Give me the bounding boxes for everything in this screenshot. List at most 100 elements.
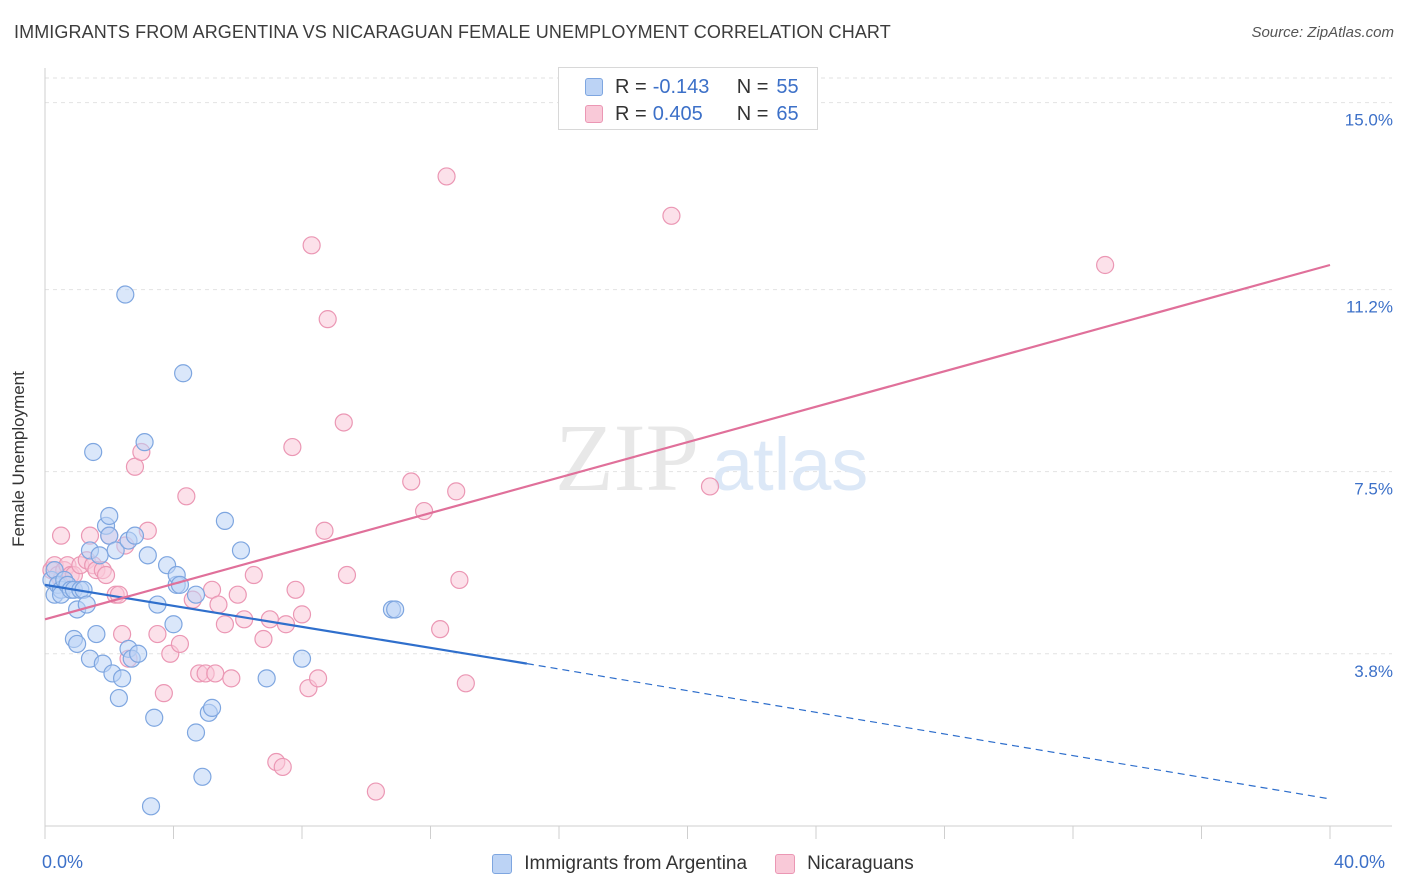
n-value: 65 — [776, 102, 799, 125]
n-label: N = — [736, 102, 769, 125]
point-nicaraguans — [450, 570, 469, 590]
point-nicaraguans — [222, 669, 241, 688]
point-argentina — [135, 433, 154, 452]
point-nicaraguans — [206, 664, 225, 683]
legend-item-argentina[interactable]: Immigrants from Argentina — [492, 853, 747, 875]
point-nicaraguans — [283, 437, 302, 457]
point-nicaraguans — [286, 580, 305, 599]
trend-line-nicaraguans — [44, 263, 1331, 621]
stats-legend-row-nicaraguans: R = 0.405 N = 65 — [585, 101, 799, 127]
y-tick-label: 15.0% — [1345, 111, 1393, 130]
axes — [44, 68, 1392, 839]
point-nicaraguans — [215, 615, 234, 634]
x-tick-label-min: 0.0% — [42, 852, 84, 872]
point-argentina — [174, 364, 193, 383]
trend-line-argentina — [44, 583, 528, 665]
point-nicaraguans — [273, 757, 292, 777]
point-argentina — [186, 723, 206, 742]
r-value: 0.405 — [652, 102, 703, 125]
point-argentina — [112, 669, 132, 688]
grid-lines — [45, 77, 1392, 655]
point-argentina — [386, 600, 405, 619]
point-nicaraguans — [700, 477, 720, 496]
point-nicaraguans — [315, 521, 334, 540]
stats-legend: R = -0.143 N = 55 R = 0.405 N = 65 — [558, 67, 818, 130]
point-nicaraguans — [662, 206, 681, 225]
point-argentina — [125, 526, 145, 545]
x-tick-label-max: 40.0% — [1334, 852, 1386, 872]
r-label: R = — [615, 102, 647, 125]
point-nicaraguans — [318, 310, 337, 329]
point-nicaraguans — [437, 167, 456, 186]
point-argentina — [109, 688, 128, 708]
point-argentina — [202, 698, 222, 717]
stats-legend-row-argentina: R = -0.143 N = 55 — [585, 74, 799, 100]
point-nicaraguans — [96, 565, 116, 585]
watermark: ZIP atlas — [555, 404, 868, 511]
source-credit: Source: ZipAtlas.com — [1251, 24, 1394, 41]
point-nicaraguans — [308, 669, 328, 688]
point-nicaraguans — [292, 605, 312, 624]
chart-title: IMMIGRANTS FROM ARGENTINA VS NICARAGUAN … — [14, 22, 891, 42]
point-nicaraguans — [1096, 255, 1115, 275]
n-label: N = — [736, 75, 769, 98]
point-argentina — [106, 541, 125, 560]
point-argentina — [231, 541, 251, 560]
point-argentina — [145, 708, 164, 727]
legend-swatch-argentina — [492, 854, 513, 874]
point-argentina — [292, 649, 312, 668]
y-tick-label: 7.5% — [1354, 480, 1393, 499]
y-tick-labels: 3.8% 7.5% 11.2% 15.0% — [1345, 111, 1393, 681]
legend-swatch-nicaraguans — [775, 854, 796, 874]
point-nicaraguans — [51, 526, 71, 545]
watermark-atlas: atlas — [712, 423, 868, 506]
point-nicaraguans — [244, 565, 263, 585]
trend-lines — [44, 263, 1331, 800]
watermark-zip: ZIP — [555, 404, 699, 511]
point-nicaraguans — [456, 674, 475, 693]
legend-label-nicaraguans: Nicaraguans — [807, 853, 914, 874]
point-argentina — [186, 585, 206, 604]
point-argentina — [138, 546, 157, 565]
point-argentina — [141, 797, 161, 816]
point-nicaraguans — [154, 684, 173, 703]
point-nicaraguans — [254, 629, 273, 649]
point-argentina — [68, 634, 87, 654]
point-argentina — [87, 624, 106, 644]
point-nicaraguans — [337, 565, 357, 585]
point-argentina — [100, 506, 119, 526]
point-argentina — [116, 285, 135, 304]
series-argentina — [42, 285, 405, 816]
point-nicaraguans — [431, 620, 450, 639]
point-nicaraguans — [447, 482, 466, 501]
point-nicaraguans — [366, 782, 385, 801]
n-value: 55 — [776, 75, 799, 98]
r-label: R = — [615, 75, 647, 98]
point-argentina — [129, 644, 148, 663]
legend-item-nicaraguans[interactable]: Nicaraguans — [775, 853, 914, 875]
point-argentina — [215, 511, 234, 530]
trend-line-argentina-extension — [526, 663, 1331, 800]
point-nicaraguans — [170, 634, 190, 654]
legend-swatch-argentina — [585, 78, 603, 96]
r-value: -0.143 — [652, 75, 710, 98]
point-argentina — [90, 546, 109, 565]
y-tick-label: 11.2% — [1346, 298, 1393, 317]
point-argentina — [84, 442, 103, 462]
y-tick-label: 3.8% — [1354, 662, 1393, 681]
point-nicaraguans — [209, 595, 228, 614]
point-argentina — [164, 615, 183, 634]
legend-swatch-nicaraguans — [585, 105, 603, 123]
point-argentina — [193, 767, 212, 786]
series-legend: Immigrants from Argentina Nicaraguans — [0, 851, 1406, 877]
point-nicaraguans — [302, 236, 321, 255]
point-nicaraguans — [177, 487, 196, 506]
point-nicaraguans — [334, 413, 353, 432]
point-argentina — [257, 669, 276, 688]
point-nicaraguans — [260, 610, 279, 629]
point-nicaraguans — [228, 585, 247, 604]
point-nicaraguans — [402, 472, 421, 491]
point-nicaraguans — [148, 624, 167, 644]
legend-label-argentina: Immigrants from Argentina — [524, 853, 748, 874]
